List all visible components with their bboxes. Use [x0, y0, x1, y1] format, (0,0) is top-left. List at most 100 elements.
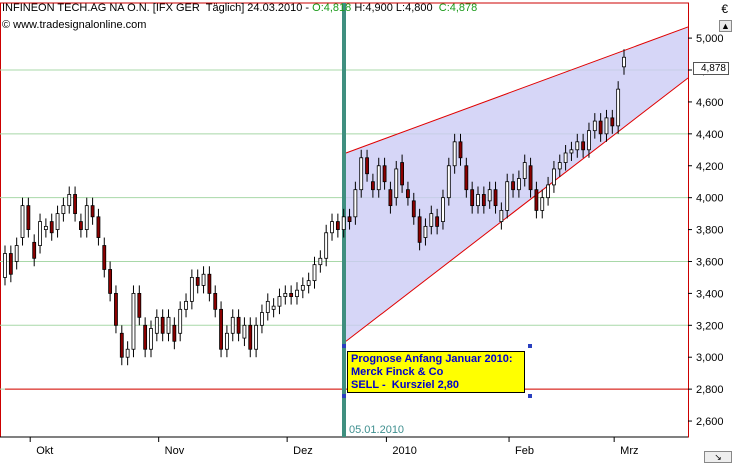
annotation-handle-tr[interactable]	[528, 344, 532, 348]
candle-body	[359, 157, 364, 191]
candle-body	[137, 292, 142, 318]
candle-body	[3, 253, 7, 278]
annotation-handle-bl[interactable]	[342, 394, 346, 398]
candle-body	[172, 324, 177, 342]
candle-body	[26, 205, 31, 230]
candle-body	[55, 213, 60, 230]
candle-body	[499, 210, 504, 222]
candle-body	[382, 165, 387, 183]
candle-body	[394, 168, 399, 199]
candle-body	[283, 292, 288, 297]
candle-body	[14, 245, 19, 262]
candle-body	[441, 197, 445, 222]
candle-body	[370, 181, 375, 191]
y-tick-label: 3,400	[696, 288, 724, 300]
candle-body	[324, 232, 329, 259]
candle-body	[423, 225, 428, 238]
candle-body	[592, 120, 597, 132]
candle-body	[347, 216, 352, 222]
x-tick-label: Mrz	[620, 445, 638, 457]
y-tick-label: 3,800	[696, 225, 724, 237]
y-tick-label: 5,000	[696, 33, 724, 45]
candle-body	[411, 200, 416, 218]
y-tick-label: 4,600	[696, 97, 724, 109]
candle-body	[575, 141, 580, 151]
candle-body	[289, 292, 294, 297]
x-tick-label: Dez	[293, 445, 313, 457]
candle-body	[195, 277, 200, 286]
candle-body	[67, 194, 72, 207]
candle-body	[143, 324, 148, 350]
watermark: © www.tradesignalonline.com	[2, 19, 147, 31]
candle-body	[166, 316, 171, 334]
candle-body	[505, 181, 510, 211]
candle-body	[446, 165, 451, 199]
candle-body	[254, 324, 259, 350]
candle-body	[581, 141, 586, 151]
candle-body	[604, 117, 609, 135]
candle-body	[622, 56, 626, 68]
candle-body	[616, 88, 621, 127]
candle-body	[464, 165, 469, 191]
candle-body	[43, 225, 48, 230]
candle-body	[219, 308, 223, 350]
x-tick-label: 2010	[392, 445, 416, 457]
vertical-line-date-label: 05.01.2010	[349, 424, 405, 436]
candle-body	[236, 316, 241, 334]
candle-body	[32, 241, 37, 259]
forecast-annotation[interactable]: Prognose Anfang Januar 2010: Merck Finck…	[347, 351, 525, 393]
candle-body	[265, 300, 270, 313]
candle-body	[230, 316, 235, 334]
chart-header: INFINEON TECH.AG NA O.N. [IFX GER Täglic…	[2, 2, 477, 14]
candle-body	[452, 141, 457, 167]
candle-body	[546, 184, 550, 199]
candle-body	[248, 324, 253, 350]
close-value: C:4,878	[435, 2, 478, 14]
candle-body	[306, 280, 311, 286]
candle-body	[353, 189, 358, 218]
candle-body	[610, 117, 615, 127]
y-tick-label: 3,200	[696, 320, 724, 332]
candle-body	[540, 197, 545, 211]
candle-body	[184, 300, 188, 310]
candle-body	[552, 168, 556, 186]
chart-title: INFINEON TECH.AG NA O.N. [IFX GER Täglic…	[2, 2, 313, 14]
candle-body	[312, 264, 317, 282]
candle-body	[429, 213, 434, 227]
candle-body	[557, 162, 562, 170]
scroll-up-icon[interactable]: ▲	[719, 20, 732, 32]
candle-body	[476, 194, 480, 207]
resize-handle-icon[interactable]: ↘	[704, 451, 732, 463]
candle-body	[8, 253, 13, 275]
candle-body	[225, 332, 229, 350]
open-value: O:4,818	[312, 2, 352, 14]
candle-body	[300, 285, 305, 291]
annotation-handle-br[interactable]	[528, 394, 532, 398]
candle-body	[522, 162, 527, 179]
candle-body	[376, 165, 381, 191]
x-tick-label: Feb	[515, 445, 534, 457]
candle-body	[90, 205, 95, 218]
candle-body	[277, 296, 282, 307]
candle-body	[493, 189, 498, 207]
annotation-handle-tl[interactable]	[342, 344, 346, 348]
candle-body	[119, 332, 124, 358]
candle-body	[365, 157, 369, 175]
candle-body	[587, 130, 591, 151]
candle-body	[569, 149, 574, 154]
y-tick-label: 4,200	[696, 161, 724, 173]
candle-body	[458, 141, 463, 159]
x-tick-label: Nov	[165, 445, 185, 457]
candle-body	[61, 205, 66, 215]
candle-body	[295, 289, 299, 297]
candle-body	[242, 324, 247, 339]
candle-body	[149, 328, 153, 350]
y-tick-label: 4,400	[696, 129, 724, 141]
candle-body	[102, 245, 107, 270]
annotation-line-1: Prognose Anfang Januar 2010:	[351, 353, 513, 365]
candle-body	[114, 292, 118, 326]
candle-body	[96, 216, 101, 238]
candle-body	[178, 308, 183, 334]
candle-body	[400, 162, 404, 186]
